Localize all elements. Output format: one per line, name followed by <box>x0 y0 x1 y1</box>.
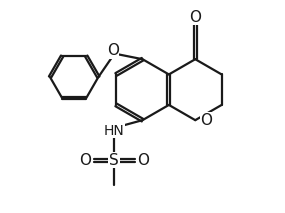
Text: O: O <box>201 113 213 128</box>
Text: HN: HN <box>104 124 125 138</box>
Text: S: S <box>109 153 119 168</box>
Text: O: O <box>107 43 119 58</box>
Text: O: O <box>137 153 149 168</box>
Text: O: O <box>189 10 201 25</box>
Text: O: O <box>79 153 91 168</box>
